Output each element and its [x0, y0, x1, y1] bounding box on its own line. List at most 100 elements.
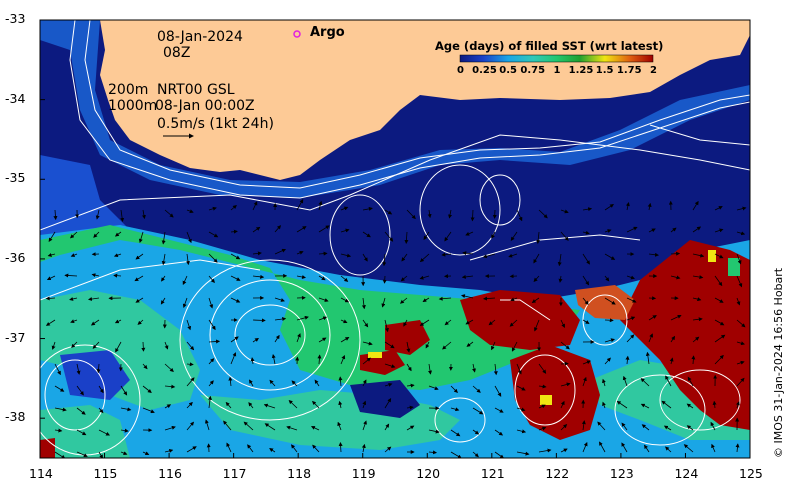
contour-line [479, 174, 521, 226]
velocity-vector [120, 451, 128, 455]
x-tick-label: 122 [545, 466, 570, 481]
legend-title: Age (days) of filled SST (wrt latest) [435, 39, 664, 53]
legend-tick-label: 2 [650, 65, 657, 76]
velocity-vector [661, 400, 672, 409]
velocity-vector [208, 395, 212, 409]
velocity-vector [422, 297, 430, 303]
legend-tick-label: 0.25 [472, 65, 497, 76]
velocity-vector [312, 444, 320, 453]
velocity-vector [692, 253, 705, 258]
velocity-vector [582, 360, 591, 365]
velocity-vector [625, 202, 630, 211]
contour-line [659, 369, 741, 431]
velocity-vector [228, 376, 233, 387]
velocity-vector [291, 444, 298, 453]
velocity-vector [442, 341, 452, 350]
velocity-vector [263, 403, 276, 409]
velocity-vector [406, 425, 415, 431]
velocity-vector [641, 424, 650, 431]
velocity-vector [425, 341, 430, 349]
velocity-vector [622, 375, 628, 387]
velocity-vector [362, 357, 371, 365]
velocity-vector [560, 400, 565, 409]
velocity-vector [164, 384, 176, 389]
velocity-vector [428, 363, 432, 375]
velocity-vector [90, 319, 100, 326]
plot-frame [39, 19, 751, 459]
isobath-1000m-label: 1000m [108, 98, 158, 114]
velocity-vector [93, 231, 100, 238]
velocity-vector [465, 319, 474, 325]
age-one-day-region [40, 290, 200, 410]
velocity-vector [640, 378, 650, 387]
velocity-vector [76, 363, 81, 375]
credit-text: © IMOS 31-Jan-2024 16:56 Hobart [772, 267, 785, 458]
velocity-vector [384, 446, 392, 453]
x-tick-label: 117 [222, 466, 247, 481]
velocity-vector [142, 363, 148, 370]
velocity-vector [665, 446, 672, 453]
velocity-vector [686, 425, 694, 431]
velocity-vector [472, 451, 479, 458]
velocity-vector [510, 297, 518, 302]
velocity-vector [560, 382, 571, 387]
velocity-vector [599, 441, 606, 453]
velocity-vector [538, 426, 547, 431]
velocity-vector [384, 209, 393, 215]
velocity-vector [736, 319, 746, 328]
velocity-vector [491, 231, 496, 239]
velocity-vector [312, 400, 320, 409]
legend-tick-label: 1.75 [616, 65, 642, 76]
velocity-vector [494, 407, 504, 413]
velocity-vector [337, 421, 342, 431]
velocity-vector [538, 404, 546, 409]
map-date: 08-Jan-2024 [157, 29, 243, 45]
velocity-vector [208, 275, 215, 284]
velocity-vector [736, 377, 745, 387]
velocity-vector [120, 428, 129, 433]
velocity-vector [736, 360, 745, 365]
velocity-vector [491, 341, 496, 351]
velocity-vector [252, 251, 262, 256]
velocity-vector [338, 442, 343, 453]
velocity-vector [714, 206, 723, 211]
x-tick-label: 115 [93, 466, 118, 481]
age-quarter-day-patch [60, 350, 130, 400]
velocity-vector [604, 275, 610, 282]
velocity-vector [604, 297, 616, 305]
velocity-vector [400, 275, 408, 282]
velocity-vector [557, 253, 562, 267]
velocity-vector [318, 316, 328, 321]
y-tick-label: -34 [5, 90, 26, 106]
velocity-vector [472, 385, 481, 393]
velocity-vector [736, 206, 747, 211]
velocity-vector [208, 339, 221, 344]
contour-line [329, 194, 391, 276]
velocity-vector [626, 316, 636, 321]
velocity-vector [264, 423, 276, 431]
velocity-vector [647, 202, 652, 211]
velocity-vector [531, 297, 540, 304]
velocity-vector [338, 400, 343, 409]
velocity-vector [602, 378, 606, 387]
y-tick-label: -33 [5, 11, 26, 26]
velocity-vector [736, 275, 743, 288]
argo-marker[interactable] [293, 30, 301, 38]
y-tick-label: -37 [5, 329, 26, 345]
velocity-vector [516, 385, 526, 391]
velocity-vector [250, 357, 255, 365]
sea-level-contours [40, 124, 750, 456]
velocity-vector [230, 352, 237, 365]
contour-line [44, 359, 106, 431]
velocity-vector [362, 400, 367, 409]
argo-label: Argo [310, 25, 345, 40]
velocity-vector [115, 341, 122, 353]
velocity-vector [381, 297, 386, 308]
velocity-vector [670, 251, 681, 256]
velocity-vector [161, 253, 166, 266]
contour-line [40, 134, 750, 231]
velocity-vector [691, 355, 696, 365]
velocity-vector [483, 296, 496, 301]
velocity-vector [382, 275, 387, 284]
velocity-vector [670, 314, 682, 321]
